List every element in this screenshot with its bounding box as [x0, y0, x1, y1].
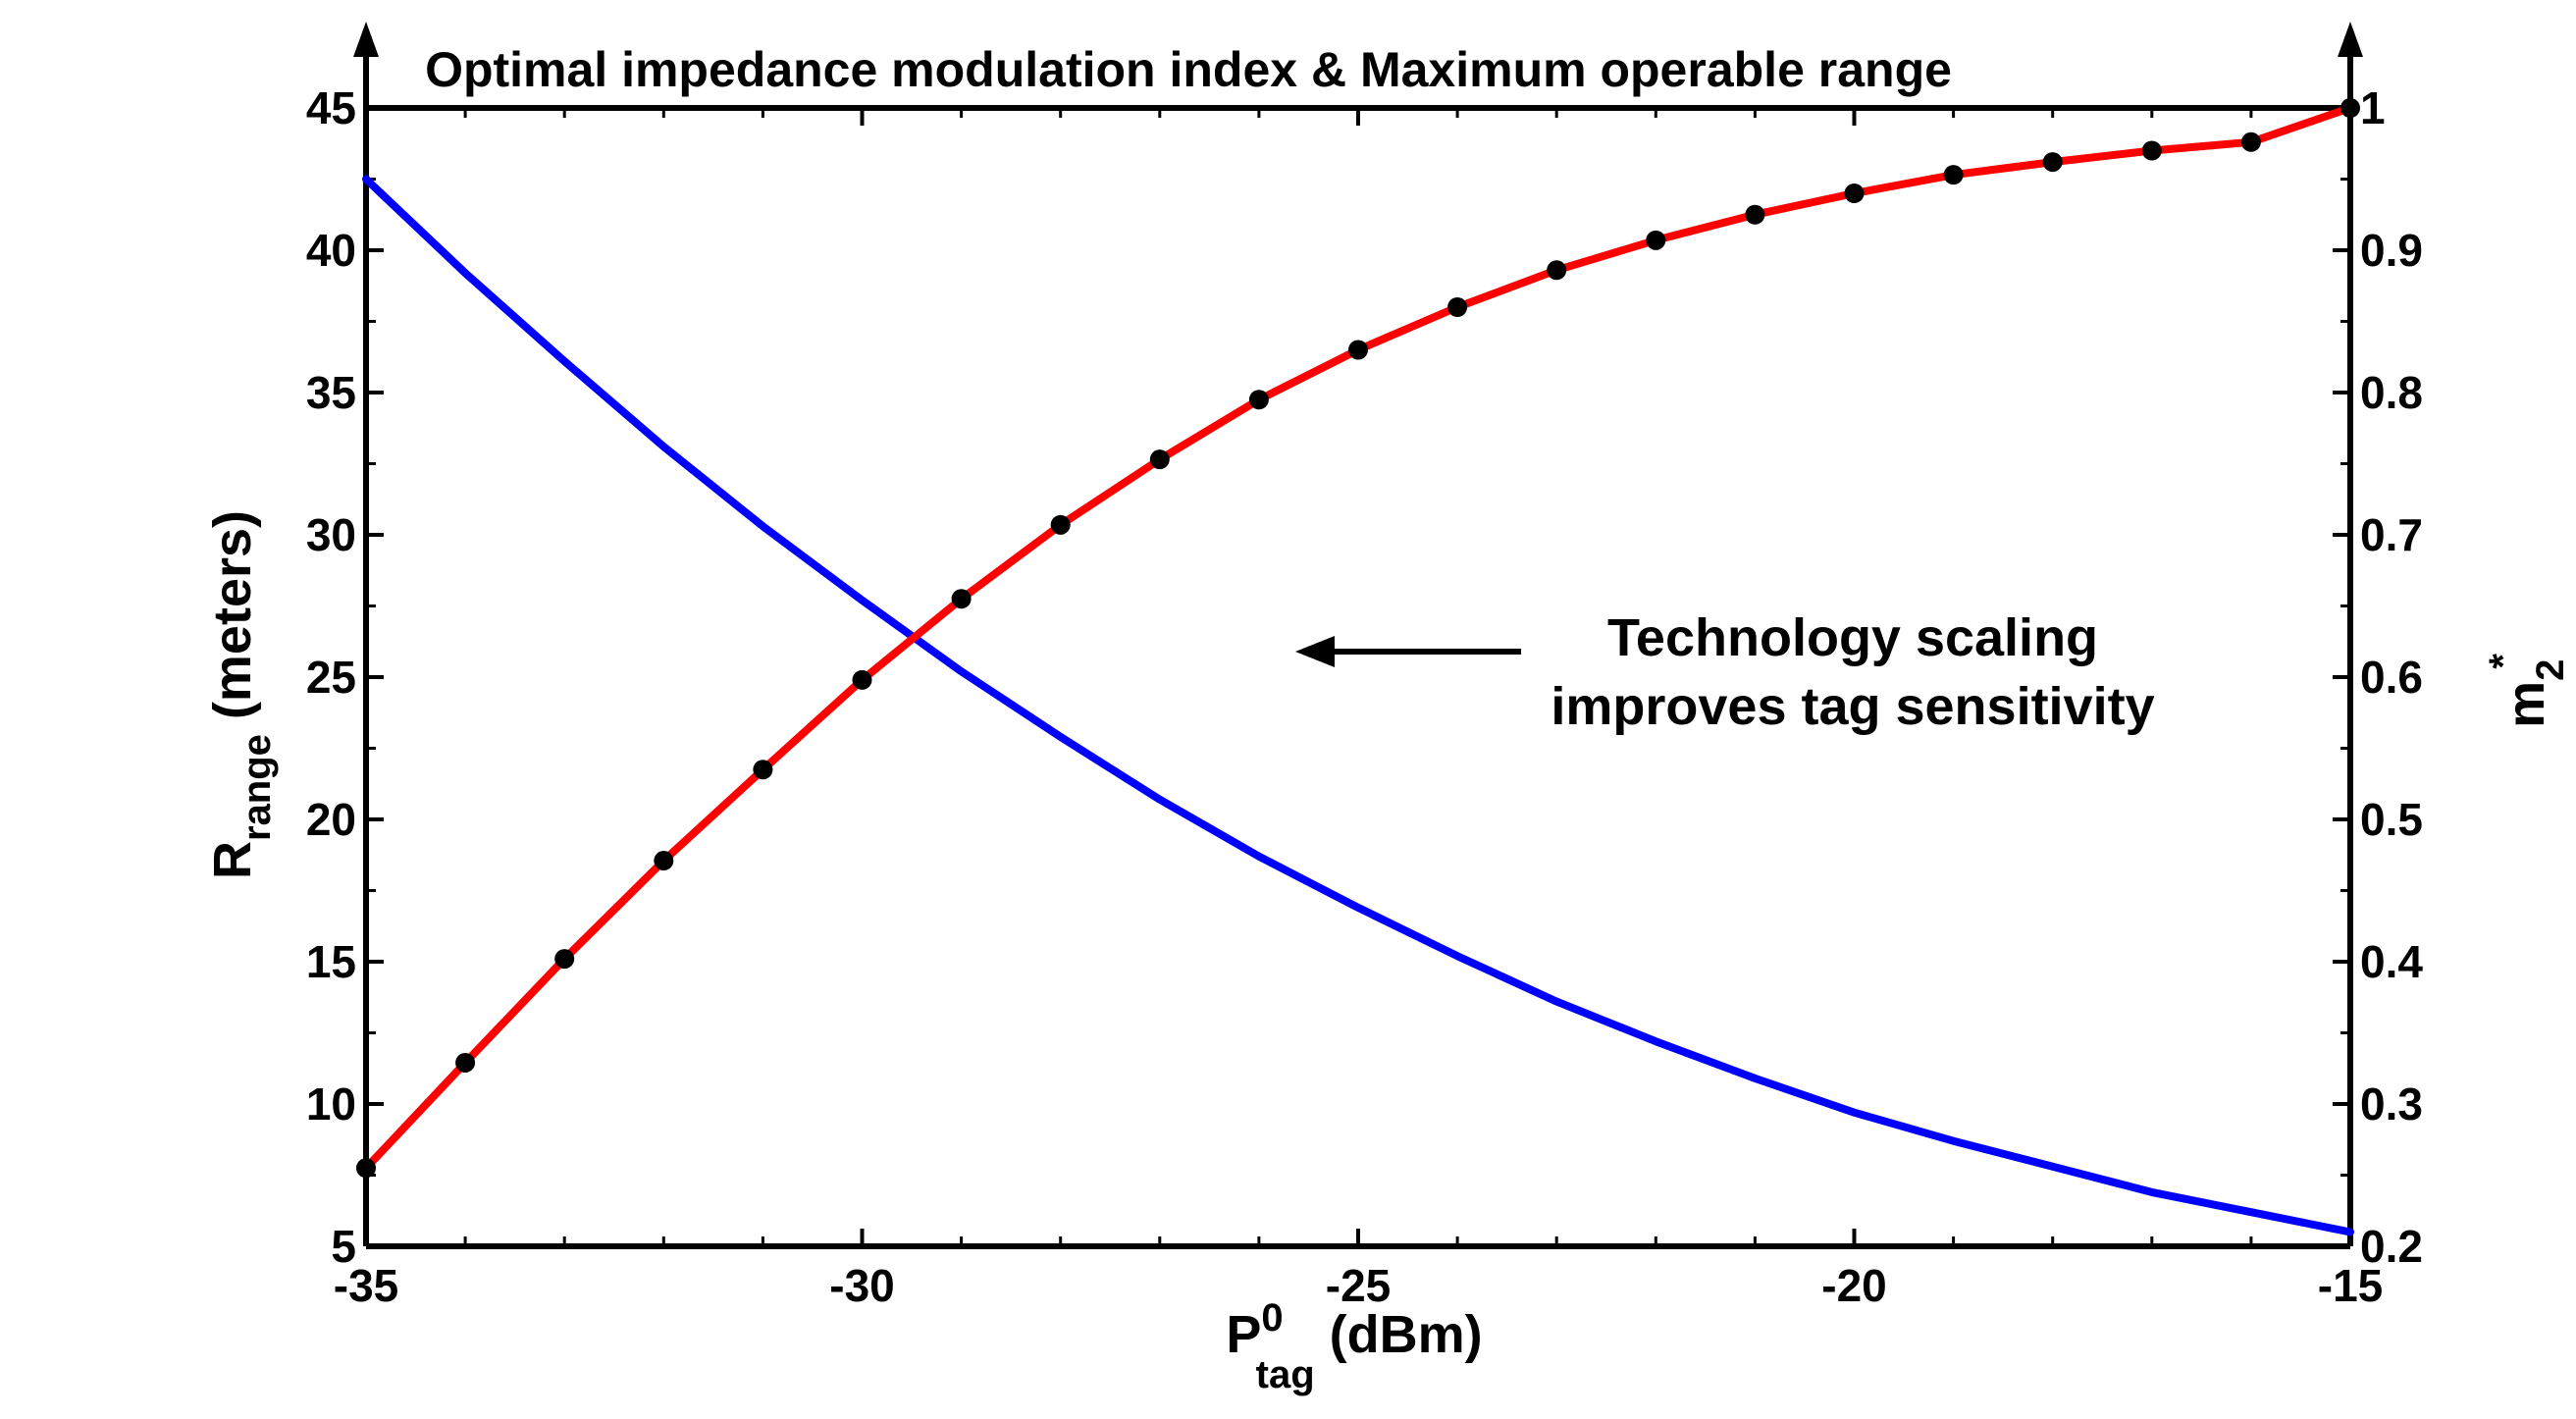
- data-point: [1745, 204, 1765, 225]
- y-left-tick-label: 35: [306, 367, 356, 418]
- markers-layer: [356, 98, 2360, 1179]
- data-point: [1547, 260, 1567, 281]
- y-axis-left-label: Rrange (meters): [203, 510, 279, 879]
- y-right-tick-label: 1: [2360, 82, 2386, 133]
- data-point: [1248, 390, 1269, 410]
- data-point: [455, 1052, 476, 1073]
- data-point: [1348, 340, 1368, 360]
- data-point: [1050, 514, 1071, 535]
- annotation-line-2: improves tag sensitivity: [1551, 677, 2154, 736]
- x-tick-label: -25: [1326, 1260, 1391, 1311]
- annotation-arrow-head: [1295, 636, 1335, 667]
- y-right-tick-label: 0.6: [2360, 652, 2423, 703]
- y-right-tick-label: 0.3: [2360, 1078, 2423, 1130]
- data-point: [654, 851, 674, 871]
- series-line-0: [362, 175, 2354, 1236]
- data-point: [1646, 230, 1666, 250]
- x-tick-label: -35: [334, 1260, 398, 1311]
- y-right-tick-label: 0.4: [2360, 936, 2423, 987]
- data-point: [753, 760, 773, 780]
- y-left-tick-label: 40: [306, 225, 356, 276]
- y-left-tick-label: 15: [306, 936, 356, 987]
- y-right-tick-label: 0.8: [2360, 367, 2423, 418]
- x-tick-label: -20: [1821, 1260, 1886, 1311]
- x-axis-label: P0 tag (dBm): [1226, 1296, 1482, 1396]
- y-left-tick-label: 25: [306, 652, 356, 703]
- ticks: -35 -30 -25 -20 -15 5 10 15 20 25 30 35 40 45 0.2 0.3 0.…: [306, 82, 2424, 1311]
- data-point: [554, 949, 575, 970]
- annotation-line-1: Technology scaling: [1607, 608, 2098, 667]
- y-right-tick-label: 0.7: [2360, 509, 2423, 560]
- data-point: [356, 1158, 376, 1179]
- y-axis-right-label: m2*: [2482, 654, 2572, 728]
- data-point: [852, 669, 872, 690]
- data-point: [1447, 297, 1468, 317]
- y-axis-left-arrow: [353, 22, 379, 57]
- y-right-tick-label: 0.5: [2360, 794, 2423, 845]
- chart-title: Optimal impedance modulation index & Max…: [425, 42, 1952, 97]
- data-point: [2240, 131, 2261, 152]
- data-point: [2141, 140, 2162, 161]
- y-left-tick-label: 30: [306, 509, 356, 560]
- data-point: [1844, 184, 1865, 203]
- data-point: [1149, 449, 1170, 470]
- y-right-tick-label: 0.2: [2360, 1221, 2423, 1272]
- data-point: [951, 589, 972, 609]
- y-right-tick-label: 0.9: [2360, 225, 2423, 276]
- data-point: [2042, 152, 2063, 173]
- data-point: [1943, 165, 1964, 185]
- y-left-tick-label: 45: [306, 82, 356, 133]
- annotation: Technology scaling improves tag sensitiv…: [1295, 608, 2155, 736]
- y-axis-right-arrow: [2338, 22, 2363, 57]
- y-left-tick-label: 10: [306, 1078, 356, 1130]
- x-tick-label: -30: [829, 1260, 894, 1311]
- y-left-tick-label: 20: [306, 794, 356, 845]
- y-left-tick-label: 5: [331, 1221, 356, 1272]
- x-tick-label: -15: [2318, 1260, 2383, 1311]
- data-point: [2340, 98, 2360, 118]
